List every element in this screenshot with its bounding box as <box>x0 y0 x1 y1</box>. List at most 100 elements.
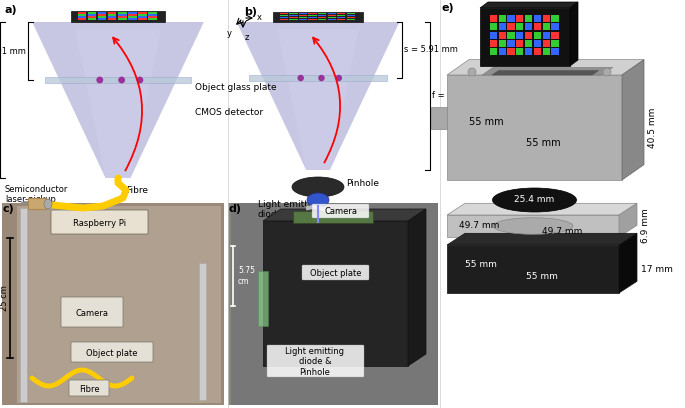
Bar <box>148 12 157 14</box>
Bar <box>88 16 97 18</box>
Text: Fibre: Fibre <box>79 384 99 393</box>
Bar <box>534 40 541 47</box>
Text: b): b) <box>244 7 257 17</box>
Bar <box>199 263 206 400</box>
Bar <box>499 15 506 22</box>
Bar <box>318 17 326 18</box>
Bar <box>337 17 345 18</box>
Bar <box>128 14 136 16</box>
Text: 55 mm: 55 mm <box>469 117 503 127</box>
Text: 25 cm: 25 cm <box>1 285 10 311</box>
Bar <box>347 15 355 16</box>
FancyBboxPatch shape <box>71 342 153 362</box>
Bar <box>148 14 157 16</box>
Text: 55 mm: 55 mm <box>526 138 560 148</box>
Bar <box>516 32 523 38</box>
Bar <box>490 49 497 55</box>
Text: 55 mm: 55 mm <box>525 272 558 281</box>
Polygon shape <box>263 209 426 221</box>
Bar <box>516 15 523 22</box>
Circle shape <box>336 75 342 81</box>
Text: a): a) <box>5 5 18 15</box>
Bar <box>516 40 523 47</box>
Bar <box>327 13 336 14</box>
Bar <box>28 198 46 209</box>
Circle shape <box>603 68 611 76</box>
Bar <box>308 15 316 16</box>
Polygon shape <box>75 30 161 178</box>
Bar <box>543 40 550 47</box>
Bar <box>17 206 221 403</box>
Text: s = 5.91 mm: s = 5.91 mm <box>404 46 458 55</box>
Bar <box>551 15 558 22</box>
Bar <box>290 15 297 16</box>
Bar <box>98 16 106 18</box>
Ellipse shape <box>493 188 577 212</box>
Text: Object glass plate: Object glass plate <box>195 83 277 92</box>
Bar <box>308 17 316 18</box>
Bar <box>551 32 558 38</box>
Bar <box>525 40 532 47</box>
Bar <box>508 15 514 22</box>
Bar <box>280 13 288 14</box>
Bar <box>138 16 147 18</box>
Polygon shape <box>482 67 613 75</box>
Bar <box>551 49 558 55</box>
Bar <box>2 203 224 405</box>
Bar <box>347 18 355 20</box>
Bar <box>499 49 506 55</box>
Text: Object plate: Object plate <box>86 348 138 357</box>
Text: Raspberry Pi: Raspberry Pi <box>73 219 127 228</box>
Bar <box>525 49 532 55</box>
Bar <box>447 75 622 180</box>
Bar <box>98 12 106 14</box>
Bar <box>128 12 136 14</box>
Text: 49.7 mm: 49.7 mm <box>459 222 499 231</box>
Bar <box>534 23 541 30</box>
Polygon shape <box>619 233 637 293</box>
Bar <box>327 15 336 16</box>
Bar <box>148 18 157 20</box>
Bar <box>525 15 532 22</box>
Bar <box>273 12 363 22</box>
Text: 5.75
cm: 5.75 cm <box>238 266 255 286</box>
Ellipse shape <box>493 218 573 234</box>
Bar <box>228 203 438 405</box>
Text: Semiconductor
laser-pickup: Semiconductor laser-pickup <box>5 185 68 204</box>
Bar <box>525 32 532 38</box>
Bar <box>299 15 307 16</box>
Bar <box>447 215 619 237</box>
Text: Object plate: Object plate <box>310 268 362 277</box>
Bar <box>508 40 514 47</box>
Bar <box>337 15 345 16</box>
Polygon shape <box>447 60 644 75</box>
Text: f = 30 mm: f = 30 mm <box>432 91 477 100</box>
Bar <box>78 12 86 14</box>
Bar <box>290 13 297 14</box>
Circle shape <box>468 68 476 76</box>
Bar <box>543 49 550 55</box>
Circle shape <box>119 77 125 83</box>
Bar <box>327 17 336 18</box>
Bar <box>128 16 136 18</box>
Text: Fibre: Fibre <box>126 186 148 195</box>
Ellipse shape <box>44 199 52 209</box>
Bar <box>148 16 157 18</box>
Bar <box>118 12 127 14</box>
Bar <box>280 17 288 18</box>
Circle shape <box>297 75 304 81</box>
Bar <box>249 75 387 81</box>
Bar <box>280 15 288 16</box>
Polygon shape <box>619 203 637 237</box>
Bar <box>525 23 532 30</box>
Bar <box>88 14 97 16</box>
Polygon shape <box>277 29 359 170</box>
Bar <box>447 245 619 293</box>
Bar <box>551 23 558 30</box>
Bar <box>118 16 127 18</box>
Bar <box>108 16 116 18</box>
Bar <box>118 14 127 16</box>
Text: d): d) <box>229 204 242 214</box>
Bar <box>138 12 147 14</box>
Text: s = 5.91 mm: s = 5.91 mm <box>0 47 26 55</box>
